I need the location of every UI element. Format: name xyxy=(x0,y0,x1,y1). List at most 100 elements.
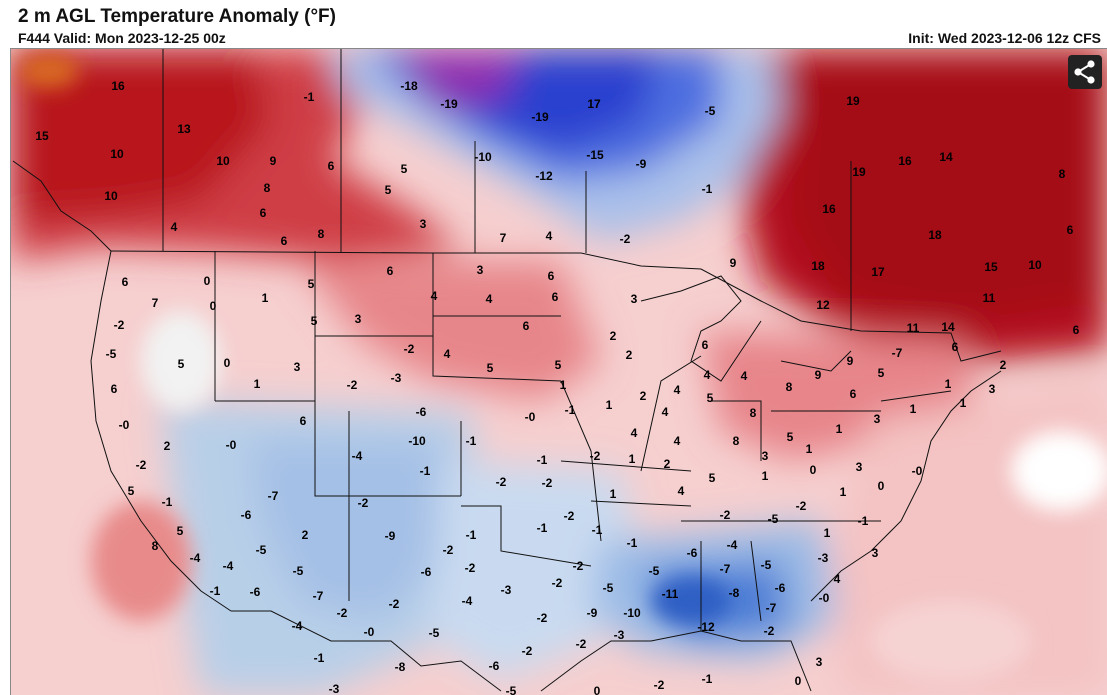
anomaly-value-label: 16 xyxy=(822,202,836,216)
anomaly-value-label: -2 xyxy=(347,378,358,392)
anomaly-value-label: -12 xyxy=(535,169,553,183)
anomaly-value-label: -5 xyxy=(293,564,304,578)
anomaly-value-label: 4 xyxy=(486,292,493,306)
anomaly-value-label: 11 xyxy=(907,321,920,335)
anomaly-value-label: -5 xyxy=(429,626,440,640)
anomaly-value-label: 6 xyxy=(281,234,288,248)
anomaly-value-label: -2 xyxy=(465,561,476,575)
anomaly-value-label: 15 xyxy=(35,129,49,143)
anomaly-value-label: 0 xyxy=(810,463,817,477)
anomaly-value-label: 9 xyxy=(815,368,822,382)
anomaly-value-label: -3 xyxy=(818,551,829,565)
anomaly-value-label: -7 xyxy=(720,562,731,576)
anomaly-value-label: -1 xyxy=(420,464,431,478)
anomaly-value-label: -2 xyxy=(522,644,533,658)
anomaly-value-label: -2 xyxy=(796,499,807,513)
share-icon xyxy=(1074,60,1095,84)
anomaly-value-label: -0 xyxy=(525,410,536,424)
anomaly-value-label: -1 xyxy=(702,672,713,686)
anomaly-value-label: -3 xyxy=(391,371,402,385)
anomaly-value-label: 0 xyxy=(210,299,217,313)
anomaly-value-label: -5 xyxy=(506,684,517,695)
anomaly-value-label: 17 xyxy=(587,97,601,111)
anomaly-value-label: -1 xyxy=(466,434,477,448)
anomaly-value-label: 4 xyxy=(834,572,841,586)
anomaly-value-label: -9 xyxy=(385,529,396,543)
anomaly-value-label: 3 xyxy=(989,382,996,396)
anomaly-value-label: 3 xyxy=(420,217,427,231)
anomaly-value-label: 5 xyxy=(878,366,885,380)
anomaly-value-label: 6 xyxy=(702,338,709,352)
anomaly-value-label: 5 xyxy=(308,277,315,291)
anomaly-value-label: 4 xyxy=(674,383,681,397)
map-title: 2 m AGL Temperature Anomaly (°F) xyxy=(18,6,336,27)
anomaly-value-label: 7 xyxy=(500,231,507,245)
anomaly-value-label: -3 xyxy=(614,628,625,642)
anomaly-value-label: -1 xyxy=(466,528,477,542)
anomaly-value-label: -1 xyxy=(210,584,221,598)
anomaly-value-label: 5 xyxy=(177,524,184,538)
anomaly-value-label: -8 xyxy=(729,586,740,600)
anomaly-value-label: -4 xyxy=(352,449,363,463)
anomaly-value-label: -2 xyxy=(590,449,601,463)
anomaly-value-label: 4 xyxy=(704,368,711,382)
anomaly-map[interactable]: 16 15 13 10 10 9 10 8 6 5 5 6 4 6 8 3 -1 -18 -19 -19 17 -5 -10… xyxy=(10,48,1107,695)
anomaly-shading xyxy=(11,49,1107,695)
anomaly-value-label: -2 xyxy=(764,624,775,638)
anomaly-value-label: 5 xyxy=(311,314,318,328)
anomaly-value-label: -7 xyxy=(313,589,324,603)
anomaly-value-label: -9 xyxy=(587,606,598,620)
anomaly-value-label: 5 xyxy=(555,358,562,372)
anomaly-value-label: -1 xyxy=(565,403,576,417)
anomaly-value-label: -0 xyxy=(226,438,237,452)
anomaly-value-label: 6 xyxy=(122,275,129,289)
anomaly-value-label: 4 xyxy=(674,434,681,448)
anomaly-value-label: 2 xyxy=(626,348,633,362)
anomaly-value-label: -6 xyxy=(687,546,698,560)
anomaly-value-label: 3 xyxy=(816,655,823,669)
anomaly-value-label: 4 xyxy=(444,347,451,361)
anomaly-value-label: 8 xyxy=(1059,167,1066,181)
anomaly-value-label: -2 xyxy=(573,559,584,573)
anomaly-value-label: -2 xyxy=(114,318,125,332)
anomaly-value-label: 0 xyxy=(795,674,802,688)
anomaly-value-label: -15 xyxy=(586,148,604,162)
anomaly-value-label: -2 xyxy=(389,597,400,611)
anomaly-value-label: 3 xyxy=(355,312,362,326)
anomaly-value-label: 6 xyxy=(328,159,335,173)
anomaly-value-label: 2 xyxy=(1000,358,1007,372)
anomaly-value-label: 4 xyxy=(741,369,748,383)
anomaly-value-label: -19 xyxy=(440,97,458,111)
anomaly-value-label: -2 xyxy=(496,475,507,489)
anomaly-value-label: -0 xyxy=(912,464,923,478)
anomaly-value-label: 17 xyxy=(871,265,885,279)
anomaly-value-label: -2 xyxy=(564,509,575,523)
anomaly-value-label: -3 xyxy=(501,583,512,597)
anomaly-value-label: 9 xyxy=(847,354,854,368)
anomaly-value-label: -6 xyxy=(250,585,261,599)
anomaly-value-label: 6 xyxy=(1073,323,1080,337)
anomaly-value-label: 0 xyxy=(878,479,885,493)
anomaly-value-label: 1 xyxy=(945,377,952,391)
anomaly-value-label: -6 xyxy=(775,581,786,595)
anomaly-value-label: 3 xyxy=(762,449,769,463)
anomaly-value-label: 1 xyxy=(840,485,847,499)
anomaly-value-label: 2 xyxy=(164,439,171,453)
share-button[interactable] xyxy=(1068,55,1102,89)
anomaly-value-label: 6 xyxy=(552,290,559,304)
anomaly-value-label: 11 xyxy=(983,291,996,305)
anomaly-value-label: 6 xyxy=(548,269,555,283)
anomaly-value-label: -18 xyxy=(400,79,418,93)
anomaly-value-label: 2 xyxy=(302,528,309,542)
anomaly-value-label: 8 xyxy=(733,434,740,448)
anomaly-value-label: -6 xyxy=(489,659,500,673)
anomaly-value-label: 7 xyxy=(152,296,159,310)
anomaly-value-label: 13 xyxy=(177,122,191,136)
anomaly-value-label: -12 xyxy=(697,620,715,634)
anomaly-value-label: 8 xyxy=(318,227,325,241)
anomaly-value-label: -9 xyxy=(636,157,647,171)
anomaly-value-label: -7 xyxy=(766,601,777,615)
anomaly-value-label: -4 xyxy=(727,538,738,552)
anomaly-value-label: 6 xyxy=(387,264,394,278)
init-time: Init: Wed 2023-12-06 12z CFS xyxy=(908,30,1101,46)
